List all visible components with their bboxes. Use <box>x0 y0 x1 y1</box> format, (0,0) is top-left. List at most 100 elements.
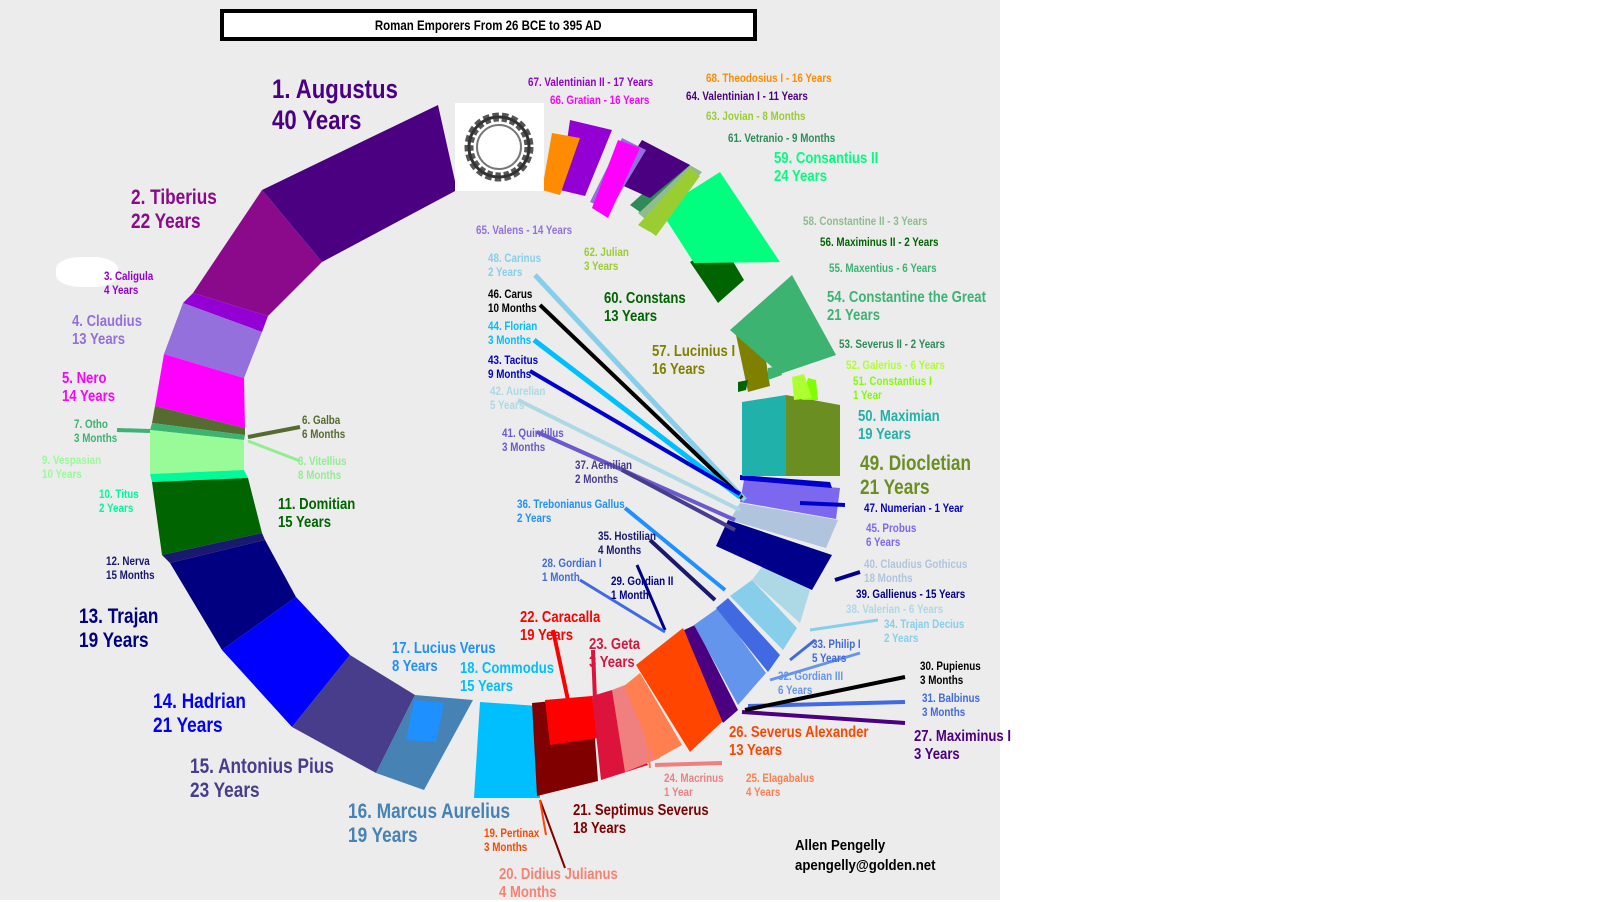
reign-duration: 19 Years <box>520 627 574 645</box>
segment-nerva <box>162 533 265 563</box>
reign-duration: 19 Years <box>79 628 149 652</box>
segment-nero <box>155 354 245 428</box>
reign-duration: 2 Years <box>910 337 945 351</box>
label-antonius-pius: 15. Antonius Pius 23 Years <box>190 755 334 802</box>
leader-line-gallienus <box>834 570 861 582</box>
segment-valerian <box>752 563 810 623</box>
leader-line-geta <box>591 649 597 701</box>
segment-julian <box>638 168 698 232</box>
reign-duration: 4 Months <box>598 542 642 557</box>
segment-claudius <box>164 303 262 378</box>
label-lucinius-i: 57. Lucinius I 16 Years <box>652 343 735 379</box>
leader-line-elagabalus <box>639 679 651 769</box>
label-nerva: 12. Nerva 15 Months <box>106 554 155 582</box>
label-valens: 65. Valens - 14 Years <box>476 223 572 238</box>
emperor-name: 65. Valens <box>476 223 524 237</box>
label-separator: - <box>895 235 905 249</box>
reign-duration: 23 Years <box>190 778 260 802</box>
segment-maximinus-i <box>684 625 738 723</box>
emperor-name: 42. Aurelian <box>490 384 546 398</box>
leader-line-caracalla <box>551 629 570 701</box>
emperor-name: 27. Maximinus I <box>914 728 1011 745</box>
reign-duration: 21 Years <box>860 475 930 499</box>
segment-maxentius <box>768 366 782 380</box>
label-maxentius: 55. Maxentius - 6 Years <box>829 261 937 276</box>
emperor-name: 67. Valentinian II <box>528 75 605 89</box>
emperor-name: 53. Severus II <box>839 337 902 351</box>
label-separator: - <box>753 109 763 123</box>
emperor-name: 50. Maximian <box>858 408 940 425</box>
label-separator: - <box>901 337 911 351</box>
emperor-name: 23. Geta <box>589 636 641 653</box>
emperor-name: 58. Constantine II <box>803 214 885 228</box>
emperor-name: 17. Lucius Verus <box>392 640 496 657</box>
reign-duration: 10 Months <box>488 300 537 315</box>
leader-line-aurelian <box>517 398 741 512</box>
leader-line-florian <box>532 338 742 499</box>
emperor-name: 57. Lucinius I <box>652 343 736 360</box>
label-separator: - <box>783 131 792 145</box>
label-septimus-severus: 21. Septimus Severus 18 Years <box>573 802 709 838</box>
reign-duration: 8 Months <box>298 467 342 482</box>
reign-duration: 6 Years <box>908 602 944 616</box>
label-commodus: 18. Commodus 15 Years <box>460 660 554 696</box>
emperor-name: 43. Tacitus <box>488 353 539 367</box>
label-julian: 62. Julian 3 Years <box>584 245 629 273</box>
leader-line-gordian-i <box>579 578 666 634</box>
emperor-name: 15. Antonius Pius <box>190 755 334 778</box>
label-augustus: 1. Augustus 40 Years <box>272 74 398 135</box>
label-lucius-verus: 17. Lucius Verus 8 Years <box>392 640 496 676</box>
emperor-name: 28. Gordian I <box>542 556 602 570</box>
leader-line-macrinus <box>654 761 723 767</box>
label-separator: - <box>783 71 792 85</box>
segment-severus-alexander <box>636 628 724 752</box>
label-separator: - <box>884 214 894 228</box>
label-trajan-decius: 34. Trajan Decius 2 Years <box>884 617 964 645</box>
segment-trajan-decius <box>730 580 797 650</box>
reign-duration: 15 Years <box>460 678 514 696</box>
label-otho: 7. Otho 3 Months <box>74 417 118 445</box>
emperor-name: 5. Nero <box>62 370 107 387</box>
reign-duration: 3 Years <box>893 214 928 228</box>
reign-duration: 24 Years <box>774 168 828 186</box>
segment-diocletian <box>786 395 840 476</box>
reign-duration: 1 Year <box>934 501 964 515</box>
reign-duration: 21 Years <box>153 713 223 737</box>
author-email: apengelly@golden.net <box>795 856 936 874</box>
reign-duration: 4 Years <box>746 784 781 799</box>
reign-duration: 10 Years <box>42 466 82 481</box>
segment-caracalla <box>545 696 598 745</box>
emperor-name: 21. Septimus Severus <box>573 802 709 819</box>
emperor-name: 55. Maxentius <box>829 261 894 275</box>
emperor-name: 45. Probus <box>866 521 917 535</box>
reign-duration: 1 Month <box>542 569 580 584</box>
label-numerian: 47. Numerian - 1 Year <box>864 501 964 516</box>
segment-theodosius-i <box>542 133 580 195</box>
label-balbinus: 31. Balbinus 3 Months <box>922 691 980 719</box>
label-constantine-ii: 58. Constantine II - 3 Years <box>803 214 928 229</box>
emperor-name: 20. Didius Julianus <box>499 866 618 883</box>
reign-duration: 2 Months <box>575 471 619 486</box>
reign-duration: 2 Years <box>517 510 552 525</box>
reign-duration: 4 Years <box>104 282 139 297</box>
segment-antonius-pius <box>292 655 415 773</box>
leader-line-maximinus-i <box>741 710 906 725</box>
emperor-name: 9. Vespasian <box>42 453 102 467</box>
reign-duration: 14 Years <box>62 388 116 406</box>
emperor-name: 40. Claudius Gothicus <box>864 557 968 571</box>
label-claudius: 4. Claudius 13 Years <box>72 313 142 349</box>
segment-trajan <box>170 540 296 650</box>
emperor-name: 52. Galerius <box>846 358 902 372</box>
label-maximian: 50. Maximian 19 Years <box>858 408 940 444</box>
emperor-name: 16. Marcus Aurelius <box>348 800 511 823</box>
emperor-name: 64. Valentinian I <box>686 89 760 103</box>
label-valerian: 38. Valerian - 6 Years <box>846 602 944 617</box>
emperor-name: 62. Julian <box>584 245 629 259</box>
emperor-name: 22. Caracalla <box>520 609 601 626</box>
emperor-name: 13. Trajan <box>79 605 159 628</box>
reign-duration: 3 Years <box>584 258 619 273</box>
reign-duration: 3 Months <box>74 430 118 445</box>
emperor-name: 66. Gratian <box>550 93 601 107</box>
reign-duration: 4 Months <box>499 884 557 902</box>
reign-duration: 3 Months <box>502 439 546 454</box>
